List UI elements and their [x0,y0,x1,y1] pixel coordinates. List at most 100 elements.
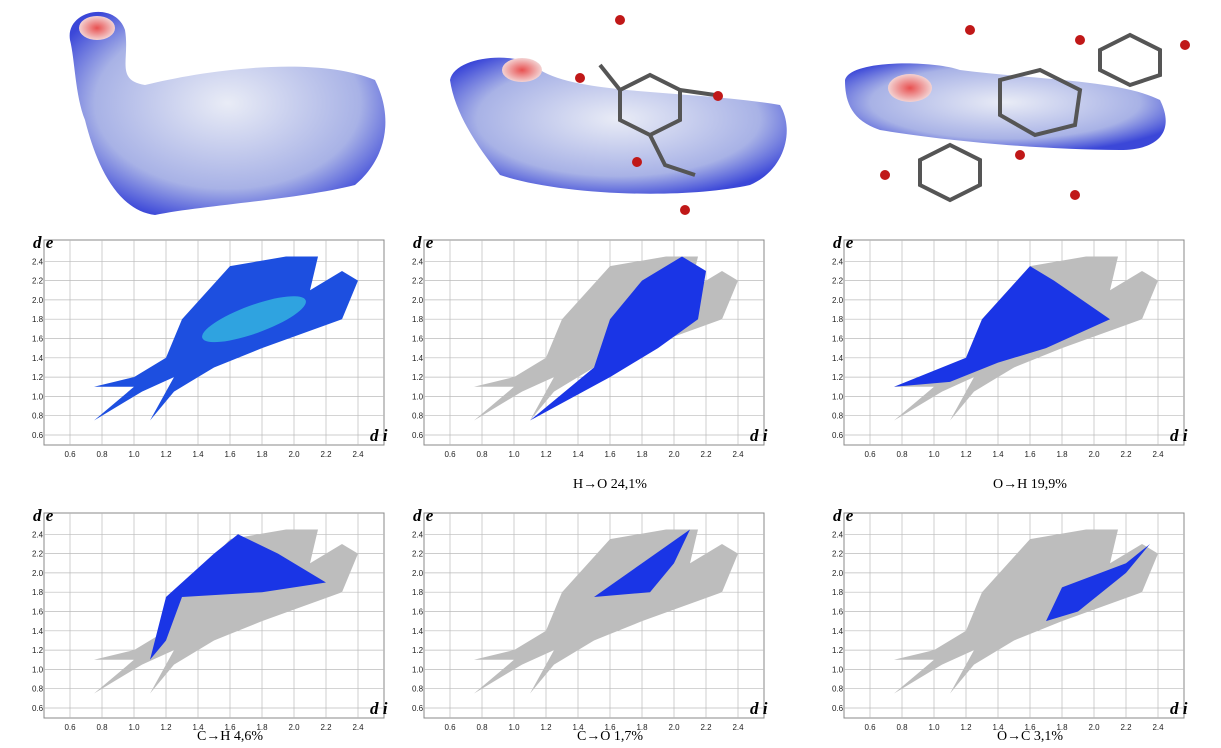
y-tick-label: 1.4 [32,627,44,636]
y-tick-label: 2.0 [32,296,44,305]
y-tick-label: 1.4 [832,627,844,636]
y-tick-label: 0.6 [412,704,424,713]
x-tick-label: 1.0 [508,723,520,732]
highlight-region [894,266,1110,387]
x-tick-label: 1.6 [224,723,236,732]
x-axis-label: d i [750,699,768,718]
x-tick-label: 0.8 [96,723,108,732]
x-tick-label: 1.8 [1056,450,1068,459]
x-tick-label: 1.0 [928,450,940,459]
y-tick-label: 0.8 [832,412,844,421]
x-tick-label: 1.2 [540,723,552,732]
x-tick-label: 1.2 [540,450,552,459]
x-tick-label: 1.8 [636,450,648,459]
y-tick-label: 1.0 [32,665,44,674]
x-tick-label: 1.6 [224,450,236,459]
fingerprint-plot: 0.6 0.6 0.8 0.8 1.0 1.0 1.2 1.2 1.4 1.4 1.6 1.6 1.8 1… [412,506,768,732]
y-tick-label: 2.4 [32,257,44,266]
x-tick-label: 0.6 [864,450,876,459]
caption: O→H 19,9% [993,477,1067,492]
y-axis-label: d e [413,233,434,252]
y-tick-label: 1.4 [412,354,424,363]
highlight-region [1046,543,1150,622]
x-tick-label: 2.0 [668,723,680,732]
y-tick-label: 1.6 [32,608,44,617]
x-tick-label: 2.2 [320,723,332,732]
x-tick-label: 1.4 [572,450,584,459]
y-tick-label: 0.8 [412,412,424,421]
y-tick-label: 1.2 [412,646,424,655]
point-cloud [474,529,738,694]
x-tick-label: 2.0 [288,450,300,459]
y-tick-label: 1.0 [412,665,424,674]
x-tick-label: 2.4 [352,450,364,459]
x-tick-label: 1.8 [256,450,268,459]
y-tick-label: 0.8 [832,685,844,694]
y-tick-label: 1.2 [32,646,44,655]
y-tick-label: 0.6 [832,704,844,713]
y-axis-label: d e [413,506,434,525]
y-axis-label: d e [833,506,854,525]
y-tick-label: 1.2 [832,373,844,382]
x-tick-label: 1.8 [636,723,648,732]
y-axis-label: d e [33,233,54,252]
x-tick-label: 0.6 [444,723,456,732]
y-tick-label: 2.0 [32,569,44,578]
y-tick-label: 1.2 [832,646,844,655]
x-axis-label: d i [370,699,388,718]
y-tick-label: 2.2 [412,550,424,559]
x-tick-label: 2.4 [1152,723,1164,732]
y-tick-label: 1.4 [32,354,44,363]
x-tick-label: 1.6 [604,450,616,459]
x-tick-label: 1.0 [128,450,140,459]
y-tick-label: 2.4 [832,530,844,539]
x-tick-label: 1.2 [160,450,172,459]
y-tick-label: 1.2 [32,373,44,382]
x-tick-label: 1.4 [992,723,1004,732]
x-axis-label: d i [1170,426,1188,445]
y-tick-label: 0.8 [412,685,424,694]
y-tick-label: 0.6 [412,431,424,440]
x-tick-label: 2.2 [320,450,332,459]
x-tick-label: 1.2 [960,450,972,459]
y-tick-label: 1.8 [32,315,44,324]
x-tick-label: 2.4 [1152,450,1164,459]
x-tick-label: 2.4 [732,450,744,459]
fingerprint-plot: 0.6 0.6 0.8 0.8 1.0 1.0 1.2 1.2 1.4 1.4 1.6 1.6 1.8 1… [832,233,1188,459]
x-tick-label: 0.6 [444,450,456,459]
highlight-region [594,529,690,598]
x-tick-label: 2.4 [352,723,364,732]
x-tick-label: 2.2 [700,450,712,459]
y-tick-label: 1.0 [412,392,424,401]
y-tick-label: 1.2 [412,373,424,382]
y-tick-label: 1.8 [32,588,44,597]
x-tick-label: 1.8 [256,723,268,732]
y-tick-label: 1.8 [412,315,424,324]
x-tick-label: 1.4 [572,723,584,732]
x-tick-label: 1.6 [1024,723,1036,732]
x-tick-label: 1.0 [928,723,940,732]
x-axis-label: d i [750,426,768,445]
x-tick-label: 1.4 [192,723,204,732]
y-tick-label: 1.0 [832,665,844,674]
y-tick-label: 2.4 [412,257,424,266]
y-tick-label: 2.2 [32,277,44,286]
y-tick-label: 0.6 [32,704,44,713]
x-tick-label: 0.6 [864,723,876,732]
x-tick-label: 1.0 [508,450,520,459]
x-tick-label: 0.6 [64,450,76,459]
y-tick-label: 0.8 [32,685,44,694]
x-tick-label: 0.8 [96,450,108,459]
x-tick-label: 1.2 [960,723,972,732]
y-axis-label: d e [33,506,54,525]
y-tick-label: 0.6 [832,431,844,440]
y-tick-label: 1.6 [412,335,424,344]
x-tick-label: 1.6 [604,723,616,732]
x-tick-label: 0.8 [476,723,488,732]
x-tick-label: 2.4 [732,723,744,732]
y-tick-label: 2.0 [832,569,844,578]
x-tick-label: 1.2 [160,723,172,732]
y-tick-label: 1.0 [32,392,44,401]
y-tick-label: 2.2 [412,277,424,286]
y-tick-label: 1.0 [832,392,844,401]
